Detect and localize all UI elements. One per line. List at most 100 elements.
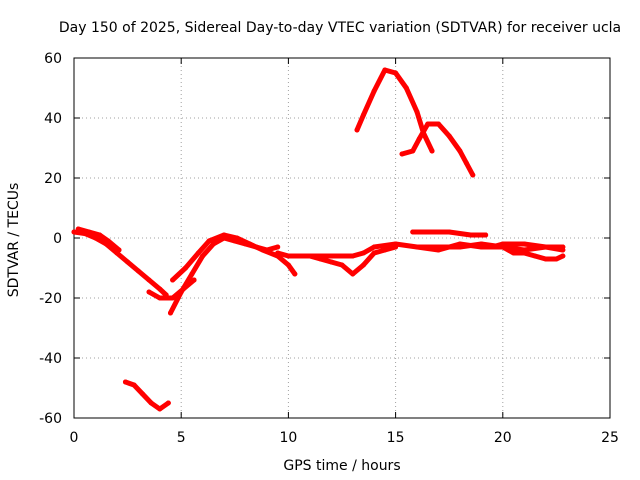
series-track-5 xyxy=(146,277,197,301)
data-point xyxy=(260,247,266,253)
grid-lines xyxy=(74,58,610,418)
data-point xyxy=(468,232,474,238)
data-point xyxy=(425,121,431,127)
data-point xyxy=(532,253,538,259)
data-point xyxy=(285,253,291,259)
chart-title: Day 150 of 2025, Sidereal Day-to-day VTE… xyxy=(59,20,621,36)
series-track-11 xyxy=(354,67,435,154)
data-point xyxy=(429,148,435,154)
series-line xyxy=(275,244,399,277)
data-point xyxy=(247,241,253,247)
data-point xyxy=(122,379,128,385)
data-point xyxy=(125,259,131,265)
data-point xyxy=(543,244,549,250)
x-axis-label: GPS time / hours xyxy=(283,458,400,474)
data-point xyxy=(275,250,281,256)
data-point xyxy=(86,229,92,235)
y-axis-label: SDTVAR / TECUs xyxy=(6,183,22,298)
data-point xyxy=(446,133,452,139)
data-point xyxy=(553,256,559,262)
data-point xyxy=(71,229,77,235)
data-point xyxy=(463,160,469,166)
series-track-4 xyxy=(170,232,298,283)
data-point xyxy=(399,151,405,157)
data-point xyxy=(180,286,186,292)
data-point xyxy=(167,310,173,316)
series-track-3 xyxy=(167,235,281,316)
y-axis-ticks: -60 -40 -20 0 20 40 60 xyxy=(39,51,610,427)
data-point xyxy=(339,262,345,268)
data-point xyxy=(543,256,549,262)
data-point xyxy=(446,229,452,235)
data-point xyxy=(275,244,281,250)
y-tick-label: -60 xyxy=(39,411,62,427)
data-point xyxy=(157,406,163,412)
data-point xyxy=(521,241,527,247)
data-point xyxy=(131,382,137,388)
data-point xyxy=(92,235,98,241)
data-point xyxy=(382,67,388,73)
y-tick-label: 40 xyxy=(44,111,62,127)
x-tick-label: 5 xyxy=(177,430,186,446)
data-point xyxy=(414,244,420,250)
data-point xyxy=(371,244,377,250)
data-point xyxy=(478,241,484,247)
data-point xyxy=(234,235,240,241)
data-point xyxy=(500,241,506,247)
data-point xyxy=(489,244,495,250)
data-point xyxy=(146,277,152,283)
x-tick-label: 15 xyxy=(387,430,405,446)
data-point xyxy=(105,238,111,244)
data-point xyxy=(189,271,195,277)
data-point xyxy=(435,121,441,127)
series-track-1 xyxy=(71,229,169,298)
data-point xyxy=(511,250,517,256)
data-series xyxy=(71,67,566,412)
data-point xyxy=(350,271,356,277)
x-axis-ticks: 0 5 10 15 20 25 xyxy=(70,58,619,446)
data-point xyxy=(146,289,152,295)
y-tick-label: -20 xyxy=(39,291,62,307)
data-point xyxy=(182,265,188,271)
data-point xyxy=(414,109,420,115)
data-point xyxy=(425,229,431,235)
data-point xyxy=(521,250,527,256)
series-track-2 xyxy=(75,226,122,253)
series-track-12 xyxy=(399,121,476,178)
data-point xyxy=(292,271,298,277)
data-point xyxy=(206,238,212,244)
data-point xyxy=(75,226,81,232)
y-tick-label: 60 xyxy=(44,51,62,67)
data-point xyxy=(360,262,366,268)
x-tick-label: 0 xyxy=(70,430,79,446)
data-point xyxy=(470,172,476,178)
data-point xyxy=(285,262,291,268)
data-point xyxy=(360,250,366,256)
y-tick-label: 20 xyxy=(44,171,62,187)
data-point xyxy=(191,277,197,283)
data-point xyxy=(170,295,176,301)
data-point xyxy=(371,250,377,256)
data-point xyxy=(148,400,154,406)
series-track-9 xyxy=(410,229,489,238)
data-point xyxy=(140,391,146,397)
data-point xyxy=(116,247,122,253)
data-point xyxy=(403,85,409,91)
data-point xyxy=(410,229,416,235)
data-point xyxy=(410,148,416,154)
data-point xyxy=(457,148,463,154)
y-tick-label: 0 xyxy=(53,231,62,247)
data-point xyxy=(350,253,356,259)
data-point xyxy=(170,277,176,283)
data-point xyxy=(157,295,163,301)
series-track-13 xyxy=(122,379,171,412)
data-point xyxy=(97,232,103,238)
data-point xyxy=(435,244,441,250)
data-point xyxy=(328,253,334,259)
data-point xyxy=(135,268,141,274)
x-tick-label: 25 xyxy=(601,430,619,446)
data-point xyxy=(393,70,399,76)
data-point xyxy=(457,244,463,250)
data-point xyxy=(200,253,206,259)
